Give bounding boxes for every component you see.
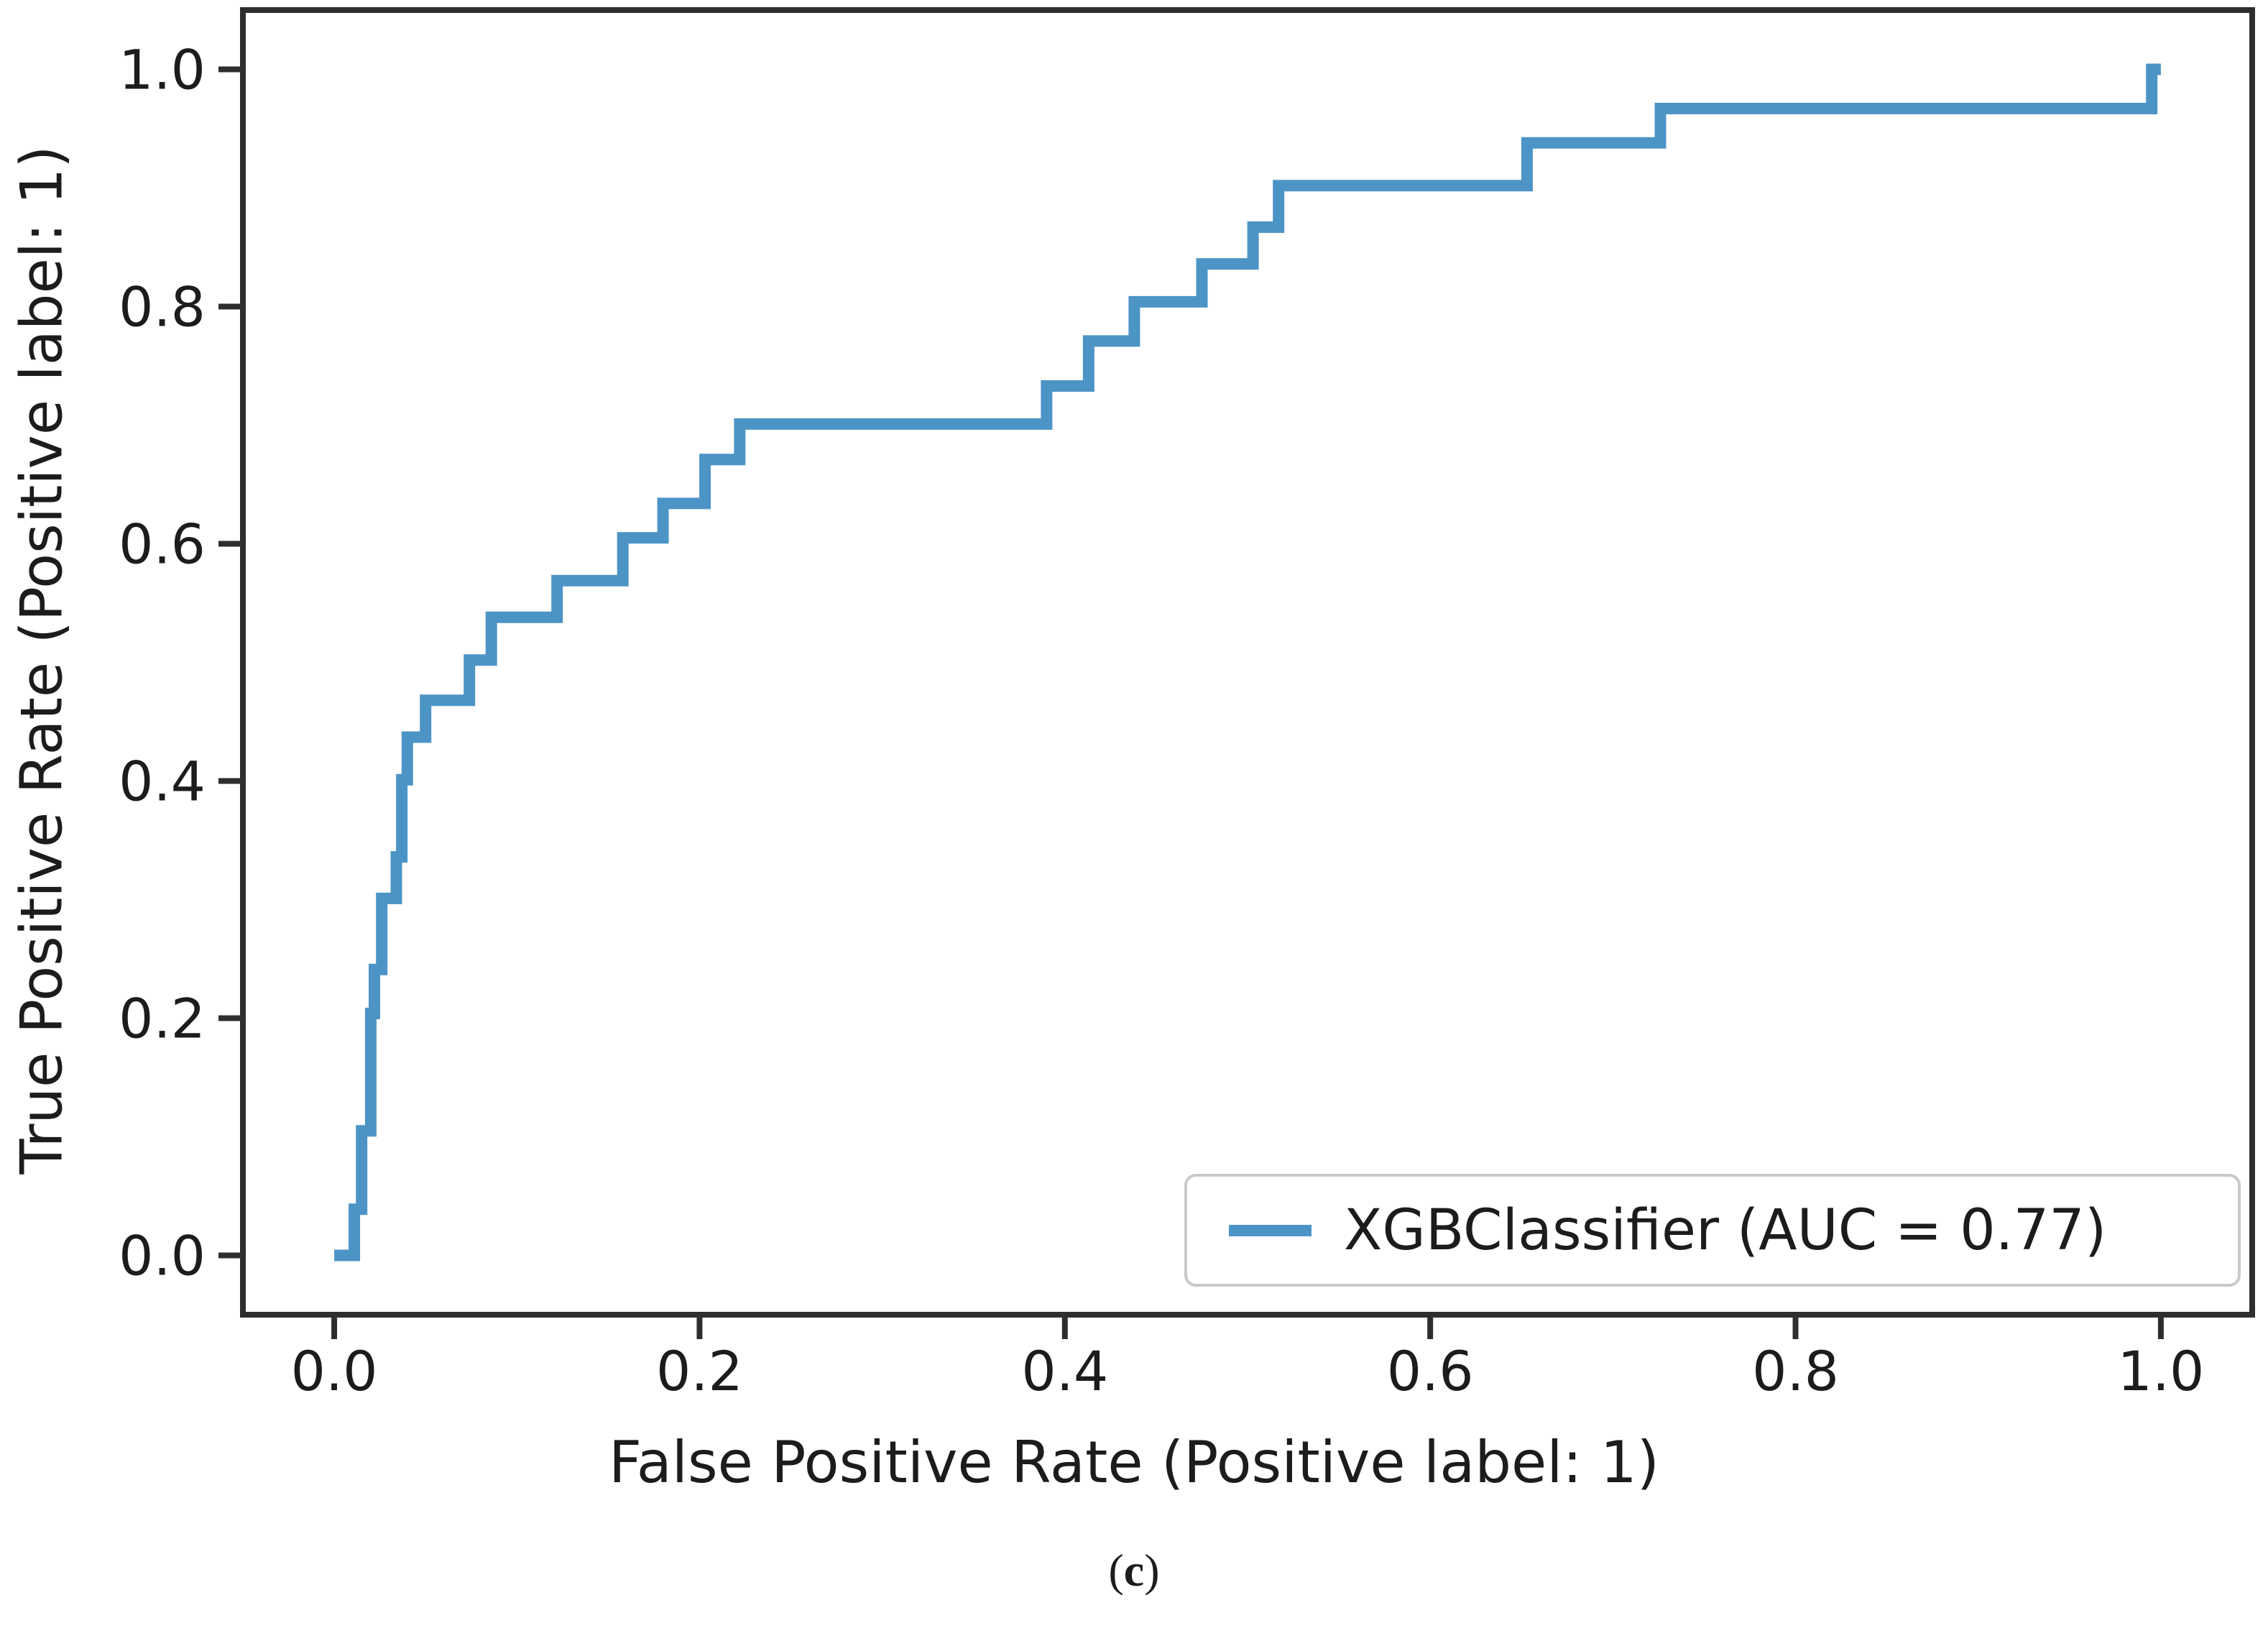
legend-line-swatch [1229, 1224, 1312, 1236]
caption-open-paren: ( [1108, 1545, 1124, 1596]
x-tick-label: 0.4 [1021, 1339, 1108, 1403]
y-tick-label: 0.4 [119, 750, 206, 814]
y-tick-label: 0.2 [119, 987, 206, 1051]
subfigure-caption: (c) [0, 1544, 2268, 1597]
x-tick-label: 0.0 [291, 1339, 378, 1403]
plot-spines [240, 7, 2255, 1318]
y-tick-label: 1.0 [119, 38, 206, 102]
x-tick-label: 0.8 [1752, 1339, 1839, 1403]
caption-close-paren: ) [1144, 1545, 1160, 1596]
y-tick-label: 0.0 [119, 1224, 206, 1288]
x-tick-label: 0.2 [656, 1339, 743, 1403]
legend-entry-label: XGBClassifier (AUC = 0.77) [1344, 1198, 2107, 1263]
y-tick-label: 0.6 [119, 513, 206, 576]
y-axis-title: True Positive Rate (Positive label: 1) [8, 145, 75, 1175]
x-tick-label: 1.0 [2117, 1339, 2204, 1403]
x-tick-label: 0.6 [1387, 1339, 1474, 1403]
y-tick-label: 0.8 [119, 275, 206, 339]
roc-curve [334, 63, 2161, 1262]
legend: XGBClassifier (AUC = 0.77) [1184, 1174, 2241, 1287]
caption-letter: c [1123, 1545, 1145, 1596]
x-axis-title: False Positive Rate (Positive label: 1) [609, 1429, 1659, 1496]
